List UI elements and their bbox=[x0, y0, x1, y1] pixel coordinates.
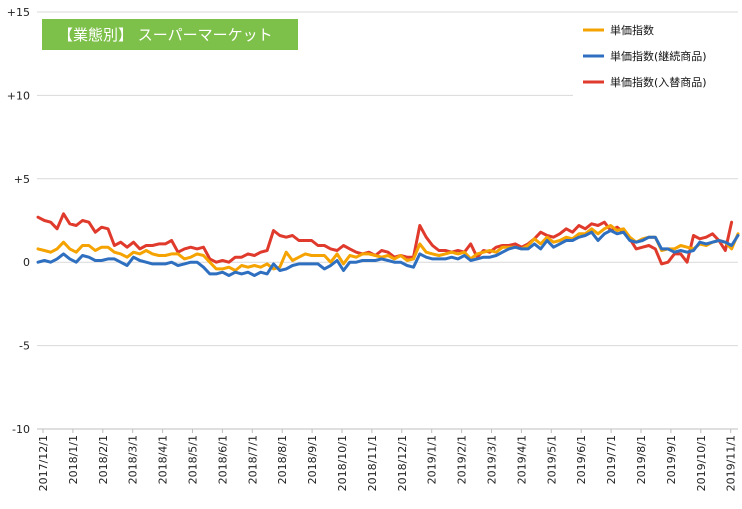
y-axis-tick-labels: +15 +10 +5 0 -5 -10 bbox=[7, 6, 30, 436]
x-tick-label: 2018/10/1 bbox=[336, 435, 349, 491]
x-tick-label: 2019/3/1 bbox=[486, 435, 499, 484]
x-tick-label: 2018/1/1 bbox=[67, 435, 80, 484]
x-tick-label: 2018/11/1 bbox=[366, 435, 379, 491]
x-tick-label: 2019/4/1 bbox=[515, 435, 528, 484]
y-tick-label: 0 bbox=[23, 256, 30, 269]
legend-label: 単価指数(継続商品) bbox=[610, 49, 707, 63]
x-tick-label: 2019/10/1 bbox=[695, 435, 708, 491]
gridlines bbox=[37, 11, 738, 433]
x-tick-label: 2018/12/1 bbox=[396, 435, 409, 491]
x-tick-label: 2018/9/1 bbox=[306, 435, 319, 484]
y-tick-label: +10 bbox=[7, 89, 30, 102]
chart-title-box: 【業態別】 スーパーマーケット bbox=[42, 19, 298, 50]
x-tick-label: 2018/7/1 bbox=[246, 435, 259, 484]
x-tick-label: 2019/1/1 bbox=[426, 435, 439, 484]
x-tick-label: 2019/11/1 bbox=[725, 435, 738, 491]
x-tick-label: 2019/7/1 bbox=[605, 435, 618, 484]
y-tick-label: -10 bbox=[12, 423, 30, 436]
x-tick-label: 2018/6/1 bbox=[216, 435, 229, 484]
series-line-0 bbox=[36, 224, 740, 272]
series-line-2 bbox=[36, 212, 734, 266]
series-line-1 bbox=[36, 229, 740, 277]
x-axis-tick-labels: 2017/12/1 2018/1/1 2018/2/1 2018/3/1 2018/4/… bbox=[37, 435, 738, 491]
series-lines bbox=[36, 212, 740, 277]
x-tick-label: 2018/8/1 bbox=[276, 435, 289, 484]
x-tick-label: 2019/6/1 bbox=[575, 435, 588, 484]
x-tick-label: 2018/2/1 bbox=[97, 435, 110, 484]
x-tick-label: 2019/5/1 bbox=[545, 435, 558, 484]
y-tick-label: +15 bbox=[7, 6, 30, 19]
chart-title: 【業態別】 スーパーマーケット bbox=[58, 26, 273, 44]
x-tick-label: 2019/8/1 bbox=[635, 435, 648, 484]
x-tick-label: 2018/5/1 bbox=[187, 435, 200, 484]
x-tick-label: 2019/2/1 bbox=[456, 435, 469, 484]
x-tick-label: 2019/9/1 bbox=[665, 435, 678, 484]
legend-label: 単価指数(入替商品) bbox=[610, 75, 707, 89]
x-tick-label: 2017/12/1 bbox=[37, 435, 50, 491]
legend-label: 単価指数 bbox=[610, 23, 654, 37]
x-tick-label: 2018/3/1 bbox=[127, 435, 140, 484]
y-tick-label: +5 bbox=[14, 173, 30, 186]
x-tick-label: 2018/4/1 bbox=[157, 435, 170, 484]
y-tick-label: -5 bbox=[19, 340, 30, 353]
